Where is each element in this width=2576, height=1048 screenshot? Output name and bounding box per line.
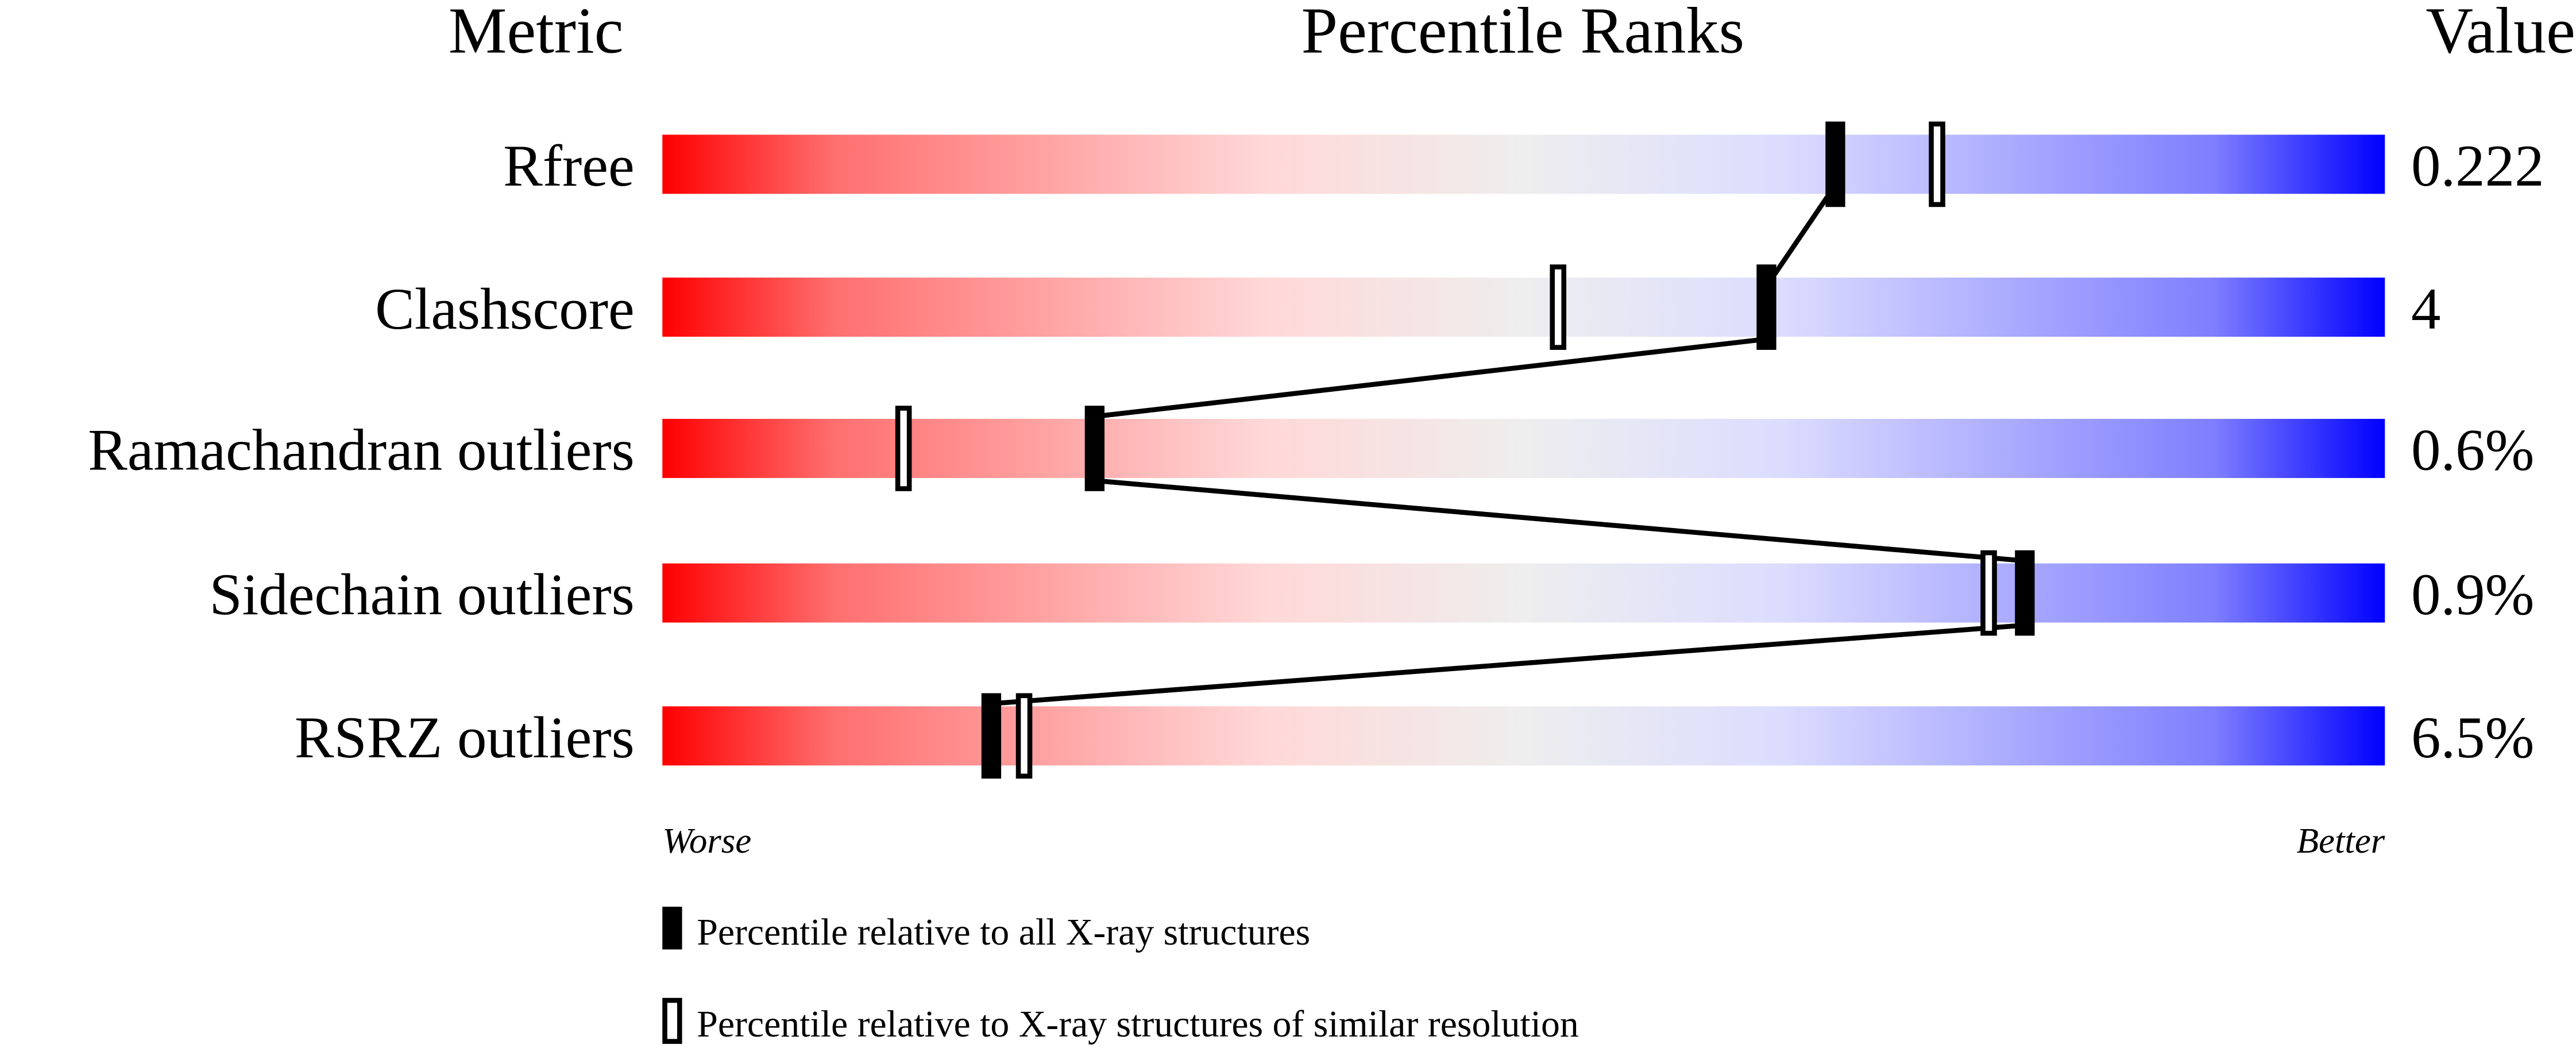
connector-line (1102, 337, 1759, 418)
legend-filled-marker-icon (662, 907, 682, 950)
connector-line (1102, 479, 2017, 563)
marker-all-structures (1084, 406, 1105, 491)
metric-label: RSRZ outliers (295, 705, 635, 770)
percentile-bar (662, 563, 2385, 623)
marker-similar-resolution (1929, 121, 1945, 207)
metric-label: Sidechain outliers (209, 562, 634, 627)
header-metric: Metric (449, 0, 624, 67)
metric-value: 6.5% (2411, 705, 2534, 770)
header-percentile-ranks: Percentile Ranks (1301, 0, 1745, 67)
marker-similar-resolution (895, 406, 912, 491)
legend-open-marker-icon (662, 997, 682, 1044)
marker-all-structures (981, 693, 1002, 779)
percentile-bar (662, 706, 2385, 766)
connector-line (1772, 195, 1829, 276)
legend-all: Percentile relative to all X-ray structu… (697, 911, 1310, 953)
marker-all-structures (1825, 121, 1845, 207)
marker-all-structures (1756, 264, 1776, 350)
percentile-bar (662, 134, 2385, 194)
metric-value: 4 (2411, 276, 2440, 342)
percentile-bar (662, 419, 2385, 478)
connector-line (999, 623, 2017, 706)
metric-value: 0.6% (2411, 418, 2534, 483)
metric-value: 0.222 (2411, 133, 2544, 199)
axis-label-worse: Worse (662, 820, 751, 861)
metric-label: Clashscore (375, 276, 635, 342)
marker-similar-resolution (1980, 550, 1997, 636)
legend-similar: Percentile relative to X-ray structures … (697, 1003, 1578, 1045)
marker-all-structures (2015, 550, 2035, 636)
marker-similar-resolution (1015, 693, 1033, 779)
header-value: Value (2426, 0, 2575, 67)
marker-similar-resolution (1550, 264, 1567, 350)
axis-label-better: Better (2297, 820, 2385, 861)
percentile-bar (662, 278, 2385, 337)
metric-label: Rfree (503, 133, 635, 199)
metric-value: 0.9% (2411, 562, 2534, 627)
metric-label: Ramachandran outliers (88, 418, 635, 483)
